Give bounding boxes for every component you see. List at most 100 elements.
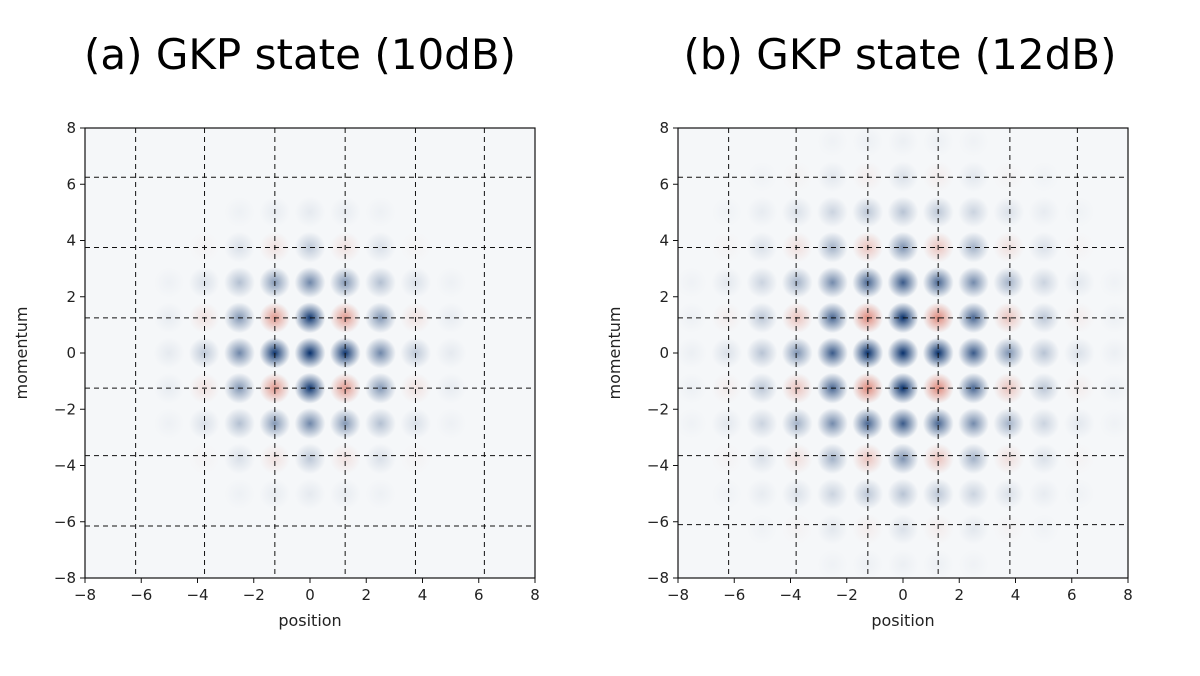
peak-positive bbox=[400, 408, 432, 439]
peak-positive bbox=[887, 267, 919, 298]
peak-positive bbox=[1064, 197, 1095, 228]
peak-negative bbox=[922, 443, 954, 475]
peak-positive bbox=[365, 408, 396, 439]
peak-negative bbox=[1063, 302, 1095, 334]
x-tick-label: 8 bbox=[530, 586, 540, 604]
peak-positive bbox=[887, 128, 919, 157]
peak-positive bbox=[817, 513, 848, 545]
peak-positive bbox=[1099, 267, 1130, 298]
peak-positive bbox=[224, 337, 255, 369]
dashed-grid bbox=[85, 128, 535, 578]
y-tick-label: −4 bbox=[54, 457, 76, 475]
x-axis-label: position bbox=[871, 611, 934, 630]
peak-positive bbox=[958, 549, 989, 580]
y-tick-label: 0 bbox=[66, 344, 76, 362]
peak-negative bbox=[782, 514, 813, 545]
peak-positive bbox=[993, 267, 1025, 298]
peak-positive bbox=[1099, 408, 1130, 439]
x-tick-label: −2 bbox=[836, 586, 858, 604]
peak-negative bbox=[852, 443, 884, 475]
peak-positive bbox=[365, 302, 396, 334]
peak-positive bbox=[294, 267, 326, 298]
peak-positive bbox=[365, 337, 396, 369]
peak-positive bbox=[746, 408, 778, 439]
peak-positive bbox=[676, 408, 707, 439]
peak-positive bbox=[781, 337, 813, 369]
peak-positive bbox=[887, 549, 919, 578]
peak-positive bbox=[747, 514, 778, 545]
peak-positive bbox=[224, 197, 255, 228]
peak-positive bbox=[259, 408, 291, 439]
x-tick-label: 4 bbox=[1011, 586, 1021, 604]
x-tick-label: 2 bbox=[361, 586, 371, 604]
peak-negative bbox=[922, 372, 954, 404]
peak-positive bbox=[365, 231, 396, 263]
peak-negative bbox=[852, 513, 884, 545]
peak-positive bbox=[746, 478, 778, 510]
peak-negative bbox=[993, 372, 1025, 404]
peak-negative bbox=[1063, 372, 1095, 404]
peak-positive bbox=[711, 337, 743, 369]
peak-positive bbox=[1028, 231, 1060, 263]
peak-positive bbox=[435, 302, 467, 334]
peak-positive bbox=[817, 126, 848, 157]
x-tick-label: 4 bbox=[418, 586, 428, 604]
peak-positive bbox=[887, 443, 919, 475]
peak-negative bbox=[259, 443, 291, 475]
y-tick-label: 0 bbox=[659, 344, 669, 362]
peak-positive bbox=[678, 337, 707, 369]
chart-title-a: (a) GKP state (10dB) bbox=[83, 30, 517, 79]
peak-positive bbox=[224, 479, 255, 510]
peak-positive bbox=[435, 337, 467, 369]
peak-positive bbox=[887, 478, 919, 510]
peak-positive bbox=[922, 478, 954, 510]
y-tick-label: 8 bbox=[66, 119, 76, 137]
peak-positive bbox=[1028, 196, 1060, 228]
peak-positive bbox=[781, 267, 813, 298]
peak-positive bbox=[958, 443, 989, 475]
peak-positive bbox=[294, 478, 326, 510]
y-tick-label: 2 bbox=[66, 288, 76, 306]
peak-positive bbox=[746, 267, 778, 298]
peak-positive bbox=[1028, 302, 1060, 334]
peak-positive bbox=[958, 161, 989, 193]
y-tick-label: −8 bbox=[54, 569, 76, 587]
peak-positive bbox=[958, 126, 989, 157]
peak-positive bbox=[154, 408, 185, 439]
peak-positive bbox=[887, 196, 919, 228]
peak-positive bbox=[746, 443, 778, 475]
x-tick-label: 0 bbox=[305, 586, 315, 604]
peak-positive bbox=[329, 408, 361, 439]
peak-positive bbox=[365, 443, 396, 475]
peak-positive bbox=[887, 408, 919, 439]
peak-positive bbox=[781, 408, 813, 439]
peak-positive bbox=[1063, 337, 1095, 369]
peak-positive bbox=[711, 479, 742, 510]
peak-positive bbox=[294, 196, 326, 228]
y-tick-label: 6 bbox=[66, 175, 76, 193]
peak-negative bbox=[922, 513, 954, 545]
peak-negative bbox=[400, 372, 432, 404]
panel-a: −8 −6 −4 −2 0 2 4 6 8 8 6 4 2 0 −2 −4 −6 −8 position moment… bbox=[12, 119, 540, 630]
peak-negative bbox=[711, 443, 742, 474]
peak-positive bbox=[711, 197, 742, 228]
peak-positive bbox=[1063, 408, 1095, 439]
peak-positive bbox=[711, 408, 743, 439]
peak-positive bbox=[365, 197, 396, 228]
peak-positive bbox=[958, 196, 989, 228]
peak-positive bbox=[958, 302, 989, 334]
peak-positive bbox=[365, 267, 396, 298]
peak-positive bbox=[817, 408, 848, 439]
x-tick-label: 0 bbox=[898, 586, 908, 604]
peak-positive bbox=[1028, 443, 1060, 475]
x-tick-label: −4 bbox=[779, 586, 801, 604]
peak-positive bbox=[154, 267, 185, 298]
peak-positive bbox=[817, 267, 848, 298]
x-tick-label: 8 bbox=[1123, 586, 1133, 604]
peak-positive bbox=[781, 196, 813, 228]
peak-positive bbox=[1028, 267, 1060, 298]
peak-negative bbox=[781, 443, 813, 475]
peak-positive bbox=[188, 408, 220, 439]
